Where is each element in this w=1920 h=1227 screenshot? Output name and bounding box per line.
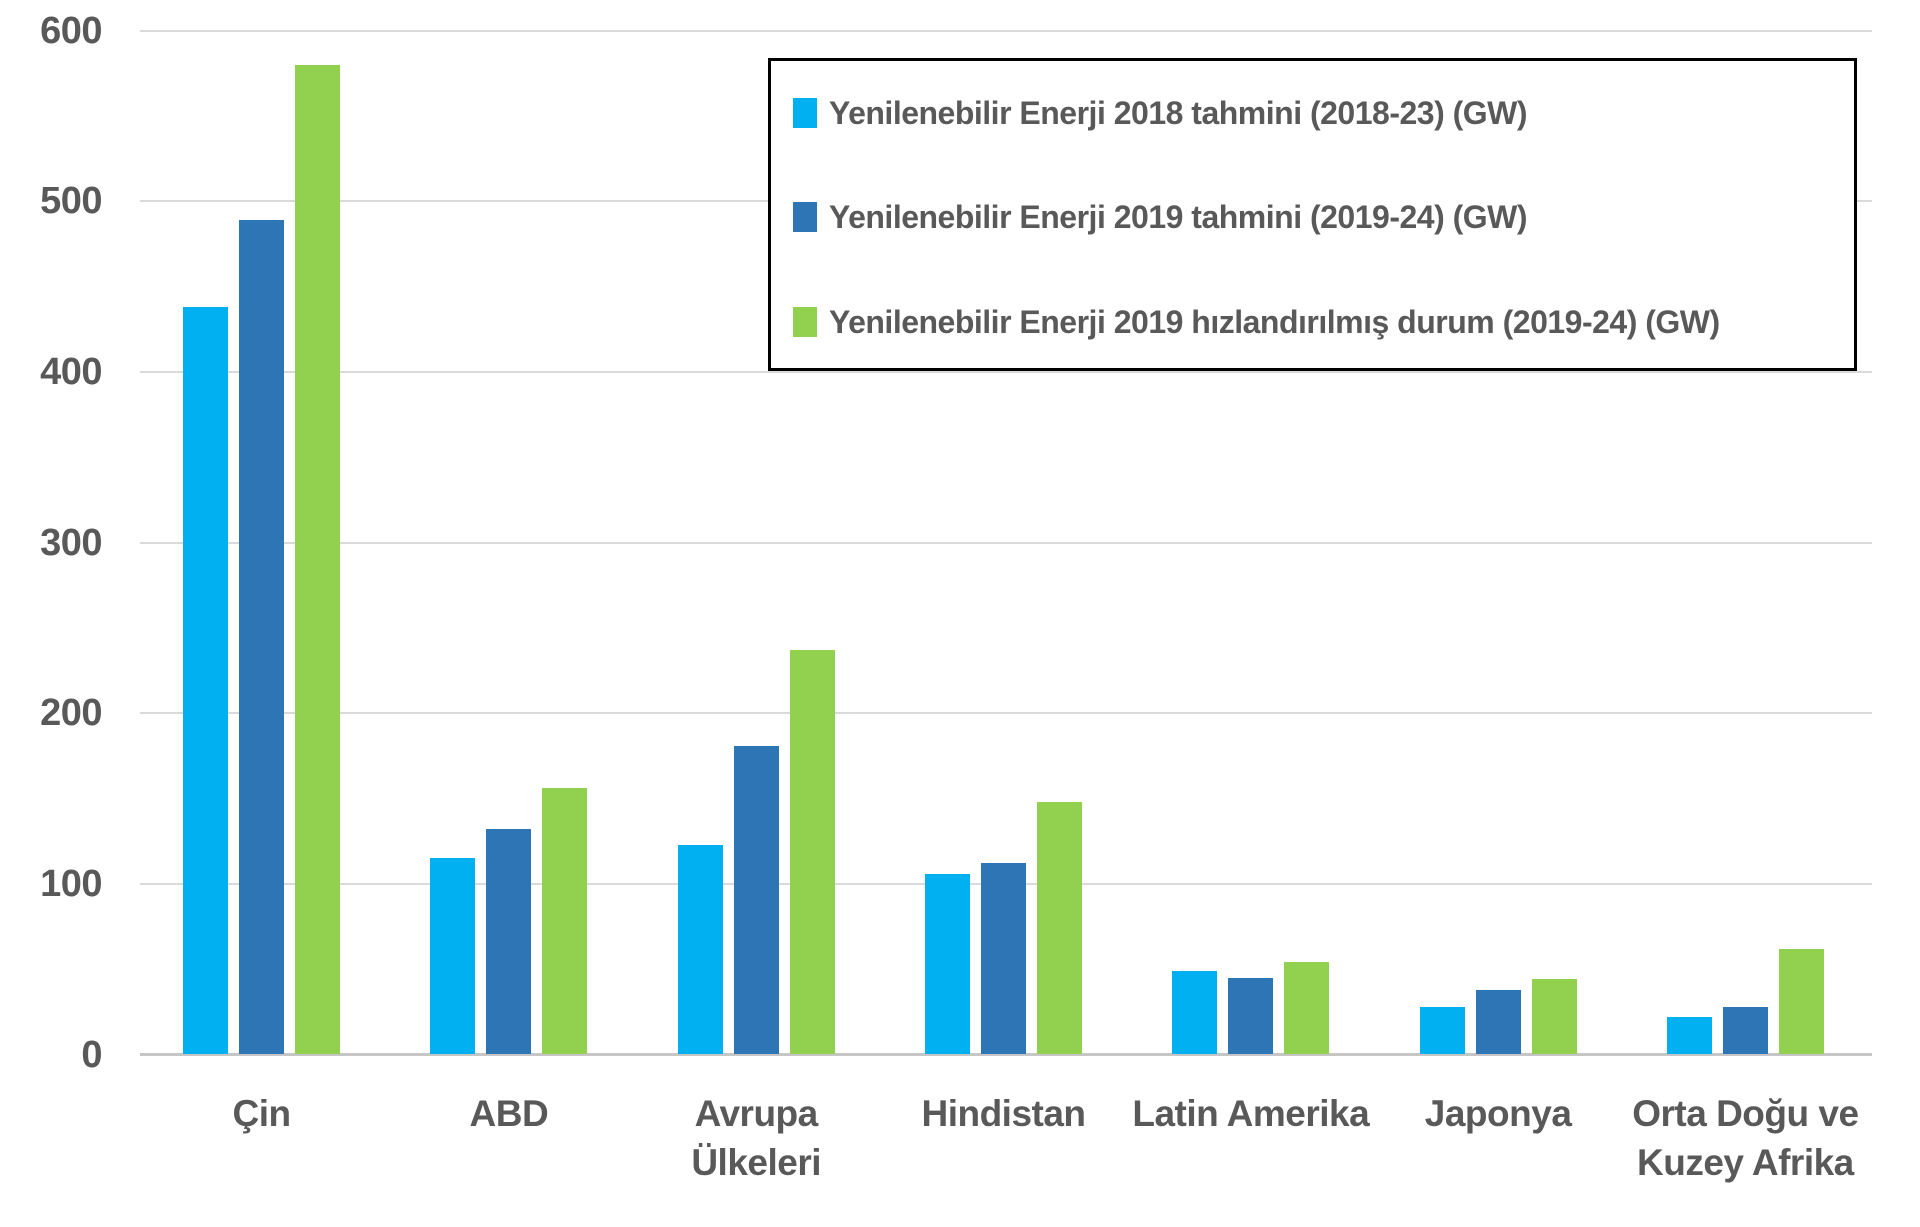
gridline — [140, 712, 1872, 715]
legend-item: Yenilenebilir Enerji 2019 tahmini (2019-… — [793, 187, 1844, 247]
y-tick-label: 200 — [40, 692, 102, 735]
bar — [1531, 979, 1577, 1055]
bar — [1037, 801, 1082, 1055]
bar — [1284, 962, 1330, 1055]
bar — [1419, 1006, 1465, 1055]
bar — [981, 863, 1026, 1055]
bar — [542, 788, 588, 1055]
category-label-line: Hindistan — [921, 1093, 1086, 1134]
legend-swatch — [793, 98, 817, 128]
bar — [486, 829, 532, 1055]
x-axis-line — [140, 1053, 1872, 1056]
category-label: Japonya — [1348, 1089, 1648, 1138]
legend-item: Yenilenebilir Enerji 2019 hızlandırılmış… — [793, 292, 1844, 352]
category-label-line: ABD — [469, 1093, 549, 1134]
legend-label: Yenilenebilir Enerji 2019 tahmini (2019-… — [829, 198, 1528, 235]
y-tick-label: 0 — [81, 1033, 102, 1076]
category-label-line: Latin Amerika — [1132, 1093, 1370, 1134]
bar — [925, 873, 970, 1055]
category-label: Hindistan — [854, 1089, 1154, 1138]
bar — [1475, 989, 1521, 1055]
category-label: Avrupa Ülkeleri — [606, 1089, 906, 1187]
bar — [1228, 977, 1274, 1055]
y-tick-label: 300 — [40, 521, 102, 564]
category-label: Orta Doğu ve Kuzey Afrika — [1595, 1089, 1895, 1187]
legend-swatch — [793, 202, 817, 232]
bar — [295, 64, 341, 1055]
bar — [1172, 970, 1218, 1055]
category-label-line: Kuzey Afrika — [1637, 1142, 1854, 1183]
category-label: Latin Amerika — [1101, 1089, 1401, 1138]
legend-label: Yenilenebilir Enerji 2019 hızlandırılmış… — [829, 303, 1720, 340]
y-tick-label: 600 — [40, 9, 102, 52]
legend-swatch — [793, 307, 817, 337]
y-tick-label: 100 — [40, 862, 102, 905]
gridline — [140, 29, 1872, 32]
bar — [1778, 948, 1824, 1055]
category-label-line: Avrupa — [694, 1093, 819, 1134]
bar — [677, 844, 723, 1055]
y-tick-label: 400 — [40, 350, 102, 393]
category-label-line: Çin — [232, 1093, 292, 1134]
y-tick-label: 500 — [40, 180, 102, 223]
category-label-line: Ülkeleri — [691, 1142, 822, 1183]
gridline — [140, 541, 1872, 544]
bar — [430, 858, 476, 1055]
gridline — [140, 370, 1872, 373]
bar — [239, 219, 285, 1055]
legend-label: Yenilenebilir Enerji 2018 tahmini (2018-… — [829, 94, 1528, 131]
category-label: Çin — [112, 1089, 412, 1138]
bar — [1666, 1016, 1712, 1055]
category-label-line: Japonya — [1424, 1093, 1572, 1134]
bar — [733, 745, 779, 1055]
bar — [789, 650, 835, 1055]
legend-item: Yenilenebilir Enerji 2018 tahmini (2018-… — [793, 83, 1844, 143]
legend: Yenilenebilir Enerji 2018 tahmini (2018-… — [768, 58, 1857, 371]
category-label-line: Orta Doğu ve — [1632, 1093, 1859, 1134]
bar — [183, 306, 229, 1055]
bar — [1722, 1006, 1768, 1055]
category-label: ABD — [359, 1089, 659, 1138]
